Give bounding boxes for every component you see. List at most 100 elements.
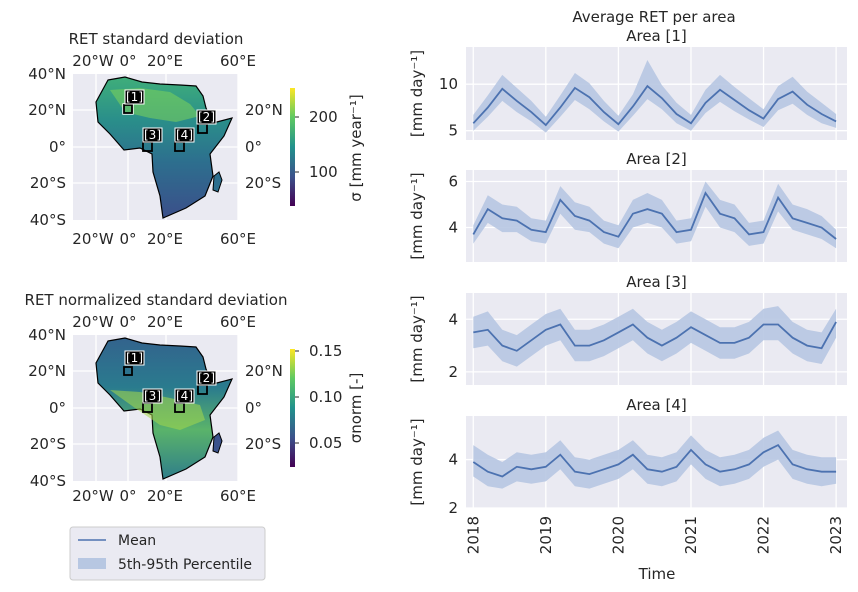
map-norm-lat-ticks-left: 40°N 20°N 0° 20°S 40°S: [28, 326, 66, 490]
svg-text:20°N: 20°N: [245, 101, 283, 119]
x-tick-label: 2018: [464, 516, 482, 554]
y-axis-label: [mm day⁻¹]: [408, 418, 426, 505]
panel-3: 2 4 Area [3] [mm day⁻¹]: [408, 273, 847, 385]
map-std-lat-ticks-left: 40°N 20°N 0° 20°S 40°S: [28, 65, 66, 229]
y-tick-label: 4: [448, 310, 458, 328]
svg-text:20°N: 20°N: [28, 101, 66, 119]
svg-text:0°: 0°: [119, 230, 136, 248]
svg-text:0°: 0°: [119, 487, 136, 505]
map-std-colorbar: [290, 88, 295, 206]
mean-line: [472, 443, 837, 478]
map-norm-lon-ticks-top: 20°W 0° 20°E 60°E: [72, 313, 256, 331]
map-norm-title: RET normalized standard deviation: [25, 291, 288, 309]
map-std-label-4: [4]: [176, 128, 193, 142]
percentile-band: [473, 306, 837, 367]
map-norm-colorbar: [290, 349, 295, 467]
svg-text:40°S: 40°S: [30, 472, 66, 490]
y-tick-label: 6: [448, 173, 458, 191]
map-std-title: RET standard deviation: [69, 30, 244, 48]
x-tick-label: 2023: [827, 516, 845, 554]
x-tick-label: 2021: [682, 516, 700, 554]
svg-text:60°E: 60°E: [220, 52, 256, 70]
y-axis-label: [mm day⁻¹]: [408, 50, 426, 137]
svg-text:60°E: 60°E: [220, 487, 256, 505]
map-std-madagascar: [212, 171, 223, 193]
percentile-band: [473, 60, 837, 133]
svg-text:40°N: 40°N: [28, 326, 66, 344]
map-std-colorbar-ticklabels: 200 100: [309, 108, 338, 181]
map-std-colorbar-ticks: [295, 116, 299, 173]
svg-text:0°: 0°: [245, 399, 262, 417]
y-tick-label: 10: [439, 75, 458, 93]
svg-text:0°: 0°: [49, 138, 66, 156]
svg-text:0.05: 0.05: [309, 434, 342, 452]
svg-text:0.10: 0.10: [309, 388, 342, 406]
map-std-colorbar-label: σ [mm year⁻¹]: [347, 94, 365, 201]
svg-text:20°E: 20°E: [147, 230, 183, 248]
panel-4: 2 4 Area [4] [mm day⁻¹]: [408, 396, 847, 517]
y-tick-label: 2: [448, 499, 458, 517]
x-tick-labels: 2018 2019 2020 2021 2022 2023: [464, 516, 845, 554]
y-tick-label: 2: [448, 363, 458, 381]
svg-text:20°E: 20°E: [147, 487, 183, 505]
x-tick-label: 2019: [537, 516, 555, 554]
svg-text:20°S: 20°S: [245, 435, 281, 453]
panel-1: 5 10 Area [1] [mm day⁻¹]: [408, 27, 847, 140]
svg-text:60°E: 60°E: [220, 313, 256, 331]
svg-text:20°N: 20°N: [245, 362, 283, 380]
legend-band-label: 5th-95th Percentile: [118, 557, 252, 573]
svg-text:20°W: 20°W: [72, 230, 114, 248]
map-norm-label-1: [1]: [126, 351, 143, 365]
map-norm-lat-ticks-right: 20°N 0° 20°S: [245, 362, 283, 453]
map-norm-colorbar-label: σnorm [-]: [347, 373, 365, 444]
panel-title: Area [2]: [626, 150, 687, 168]
y-axis-label: [mm day⁻¹]: [408, 295, 426, 382]
svg-text:0°: 0°: [119, 313, 136, 331]
legend: Mean 5th-95th Percentile: [69, 526, 266, 581]
svg-text:20°E: 20°E: [147, 52, 183, 70]
chart-title: Average RET per area: [572, 8, 735, 26]
timeseries-panels: 5 10 Area [1] [mm day⁻¹] 4 6 Area [2] [mm day⁻¹…: [408, 27, 847, 517]
svg-text:20°N: 20°N: [28, 362, 66, 380]
y-tick-label: 4: [448, 451, 458, 469]
map-norm-lon-ticks-bottom: 20°W 0° 20°E 60°E: [72, 487, 256, 505]
svg-text:20°E: 20°E: [147, 313, 183, 331]
map-norm-colorbar-ticklabels: 0.15 0.10 0.05: [309, 342, 342, 452]
svg-text:200: 200: [309, 108, 338, 126]
svg-text:20°S: 20°S: [245, 174, 281, 192]
panel-2: 4 6 Area [2] [mm day⁻¹]: [408, 150, 847, 262]
map-std-lon-ticks-bottom: 20°W 0° 20°E 60°E: [72, 230, 256, 248]
map-std: RET standard deviation [1] [2] [3] [4] 2…: [28, 30, 365, 248]
svg-text:20°W: 20°W: [72, 487, 114, 505]
svg-text:60°E: 60°E: [220, 230, 256, 248]
y-tick-label: 4: [448, 219, 458, 237]
svg-text:20°S: 20°S: [30, 435, 66, 453]
svg-text:20°W: 20°W: [72, 313, 114, 331]
map-norm: RET normalized standard deviation [1] [2…: [25, 291, 365, 505]
map-norm-label-2: [2]: [198, 371, 215, 385]
svg-text:40°S: 40°S: [30, 211, 66, 229]
x-tick-label: 2022: [755, 516, 773, 554]
mean-line: [473, 321, 837, 352]
map-std-label-3: [3]: [144, 128, 161, 142]
svg-text:100: 100: [309, 163, 338, 181]
legend-band-swatch: [78, 558, 106, 569]
svg-text:0°: 0°: [245, 138, 262, 156]
legend-mean-label: Mean: [118, 533, 156, 549]
legend-box: [69, 526, 266, 581]
map-norm-madagascar: [212, 432, 223, 454]
x-axis-label: Time: [638, 565, 676, 583]
map-norm-colorbar-ticks: [295, 350, 299, 444]
y-axis-label: [mm day⁻¹]: [408, 172, 426, 259]
map-norm-label-3: [3]: [144, 389, 161, 403]
mean-line: [472, 84, 837, 127]
map-std-lat-ticks-right: 20°N 0° 20°S: [245, 101, 283, 192]
map-norm-sahel-high: [110, 390, 205, 430]
panel-title: Area [4]: [626, 396, 687, 414]
map-std-label-2: [2]: [198, 110, 215, 124]
panel-title: Area [3]: [626, 273, 687, 291]
y-tick-label: 5: [448, 122, 458, 140]
svg-text:0.15: 0.15: [309, 342, 342, 360]
map-std-area-labels: [1] [2] [3] [4]: [124, 89, 217, 143]
